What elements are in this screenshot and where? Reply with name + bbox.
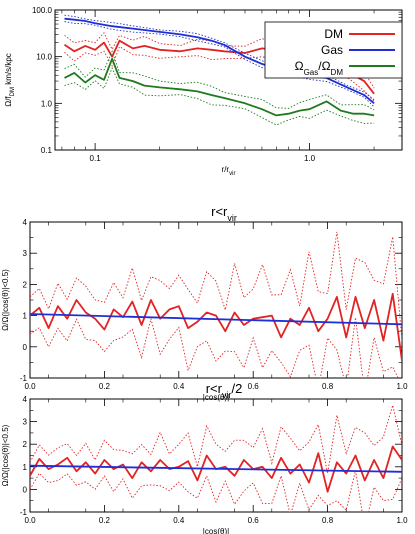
y-tick-label: -1 — [20, 374, 28, 383]
y-tick-label: 2 — [23, 440, 28, 449]
y-tick-label: 0.1 — [41, 146, 53, 155]
y-tick-label: 3 — [23, 249, 28, 258]
x-tick-label: 0.8 — [322, 516, 334, 525]
y-axis-label: Ω/Ω(|cos(θ)|<0.5) — [1, 424, 10, 486]
series-envelope — [64, 50, 375, 111]
x-axis-label: |cos(θ)| — [203, 527, 229, 534]
x-tick-label: 0.1 — [90, 154, 102, 163]
x-tick-label: 1.0 — [396, 382, 408, 391]
x-tick-label: 0.6 — [248, 516, 260, 525]
plot-frame — [29, 398, 403, 513]
y-tick-label: 1.0 — [41, 99, 53, 108]
legend-label: DM — [324, 27, 343, 41]
legend-label: Gas — [321, 43, 343, 57]
series-envelope — [64, 32, 375, 89]
y-tick-label: 1 — [23, 312, 28, 321]
x-axis-label: r/rvir — [222, 165, 236, 177]
x-tick-label: 0.0 — [24, 382, 36, 391]
x-tick-label: 0.0 — [24, 516, 36, 525]
series-envelope — [64, 45, 375, 102]
y-tick-label: 100.0 — [32, 6, 53, 15]
y-axis-label: Ω/Ω(|cos(θ)|<0.5) — [1, 269, 10, 331]
y-axis-label: Ω/fDM km/s/kpc — [4, 53, 16, 107]
x-tick-label: 0.4 — [173, 382, 185, 391]
y-tick-label: 4 — [23, 218, 28, 227]
panel-title: r<rvir/2 — [206, 381, 243, 400]
series-line-1 — [30, 464, 402, 473]
x-tick-label: 0.2 — [99, 382, 111, 391]
x-tick-label: 1.0 — [304, 154, 316, 163]
data-layer — [30, 231, 402, 378]
panel-title: r<rvir — [211, 204, 237, 223]
x-axis-label: |cos(θ)| — [203, 393, 229, 402]
y-tick-label: 0 — [23, 343, 28, 352]
panel-cos-half-rvir: 0.0 0.2 0.4 0.6 0.8 1.0 -1 0 1 2 3 4 |cos(θ)| Ω/Ω(|co… — [1, 381, 408, 534]
panel-cos-rvir: 0.0 0.2 0.4 0.6 0.8 1.0 -1 0 1 2 3 4 |cos(θ)| Ω/Ω(|co… — [1, 204, 408, 402]
plot-frame — [54, 9, 403, 151]
x-tick-label: 1.0 — [396, 516, 408, 525]
series-envelope — [30, 470, 402, 512]
x-tick-label: 0.8 — [322, 382, 334, 391]
y-tick-label: 4 — [23, 395, 28, 404]
x-tick-label: 0.2 — [99, 516, 111, 525]
panel-radial-profile: 0.1 1.0 0.1 1.0 10.0 100.0 r/rvir Ω/fDM km/s/kp… — [4, 6, 403, 177]
x-tick-label: 0.4 — [173, 516, 185, 525]
legend-label: ΩGas/ΩDM — [295, 59, 344, 77]
y-tick-label: 2 — [23, 280, 28, 289]
series-line-1 — [30, 313, 402, 326]
plot-frame — [29, 221, 403, 379]
series-envelope — [64, 66, 375, 126]
x-tick-label: 0.6 — [248, 382, 260, 391]
series-line-0 — [30, 292, 402, 361]
y-tick-label: 10.0 — [36, 53, 52, 62]
y-tick-label: 3 — [23, 418, 28, 427]
y-tick-label: -1 — [20, 508, 28, 517]
data-layer — [30, 403, 402, 512]
series-envelope — [30, 317, 399, 378]
series-envelope — [30, 231, 402, 341]
series-envelope — [64, 21, 375, 108]
y-tick-label: 0 — [23, 485, 28, 494]
y-tick-label: 1 — [23, 463, 28, 472]
